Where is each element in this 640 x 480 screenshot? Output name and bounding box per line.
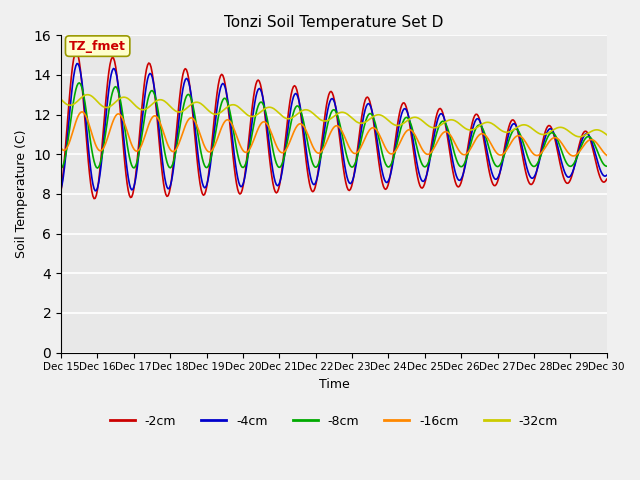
Title: Tonzi Soil Temperature Set D: Tonzi Soil Temperature Set D	[224, 15, 444, 30]
Text: TZ_fmet: TZ_fmet	[69, 40, 126, 53]
X-axis label: Time: Time	[319, 378, 349, 391]
Y-axis label: Soil Temperature (C): Soil Temperature (C)	[15, 130, 28, 258]
Legend: -2cm, -4cm, -8cm, -16cm, -32cm: -2cm, -4cm, -8cm, -16cm, -32cm	[105, 409, 563, 432]
